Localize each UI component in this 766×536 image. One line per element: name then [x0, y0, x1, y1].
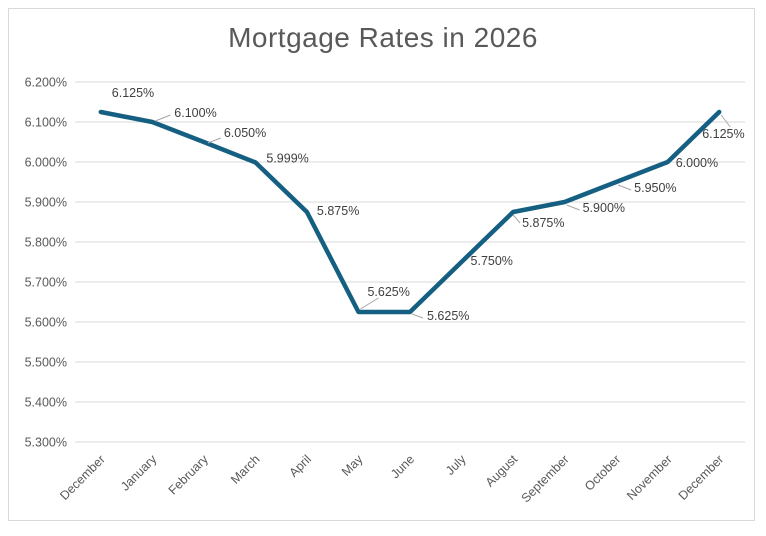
x-axis-label: July — [443, 452, 469, 478]
data-label: 6.100% — [174, 106, 216, 120]
data-label: 5.750% — [471, 254, 513, 268]
data-label: 6.050% — [224, 126, 266, 140]
data-label-leader-line — [207, 137, 222, 144]
data-label-leader-line — [720, 114, 731, 128]
data-label-leader-line — [411, 313, 424, 319]
y-axis-label: 5.500% — [25, 356, 67, 370]
y-axis-label: 6.000% — [25, 156, 67, 170]
x-axis-label: September — [519, 452, 572, 505]
data-label: 6.000% — [676, 156, 718, 170]
y-axis-label: 5.400% — [25, 396, 67, 410]
data-label: 5.625% — [367, 285, 409, 299]
y-axis-label: 6.100% — [25, 116, 67, 130]
data-label-leader-line — [155, 114, 171, 122]
y-axis-label: 6.200% — [25, 76, 67, 90]
x-axis-label: October — [582, 452, 623, 493]
x-axis-label: August — [483, 452, 521, 490]
data-label: 5.875% — [522, 216, 564, 230]
data-label: 5.875% — [317, 204, 359, 218]
x-axis-label: April — [286, 452, 314, 480]
data-label: 5.625% — [427, 309, 469, 323]
data-label: 5.950% — [634, 181, 676, 195]
data-label-leader-line — [617, 184, 632, 191]
data-label-leader-line — [512, 214, 521, 224]
x-axis-label: December — [57, 452, 108, 503]
x-axis-label: December — [676, 452, 727, 503]
y-axis-label: 5.600% — [25, 316, 67, 330]
x-axis-label: November — [624, 452, 675, 503]
chart-title: Mortgage Rates in 2026 — [228, 22, 538, 53]
x-axis-label: May — [339, 452, 366, 479]
y-axis-label: 5.700% — [25, 276, 67, 290]
data-label: 6.125% — [112, 86, 154, 100]
x-axis-label: March — [228, 452, 262, 486]
chart-area-border — [8, 8, 755, 521]
x-axis-label: January — [118, 452, 160, 494]
y-axis-label: 5.300% — [25, 436, 67, 450]
data-label-leader-line — [360, 297, 379, 310]
data-label: 5.900% — [583, 201, 625, 215]
series-line — [98, 109, 722, 315]
x-axis-label: February — [166, 452, 212, 498]
y-axis-label: 5.900% — [25, 196, 67, 210]
y-axis-label: 5.800% — [25, 236, 67, 250]
data-label-leader-line — [566, 204, 580, 211]
x-axis-label: June — [388, 452, 417, 481]
data-label: 5.999% — [266, 151, 308, 165]
data-label: 6.125% — [702, 127, 744, 141]
